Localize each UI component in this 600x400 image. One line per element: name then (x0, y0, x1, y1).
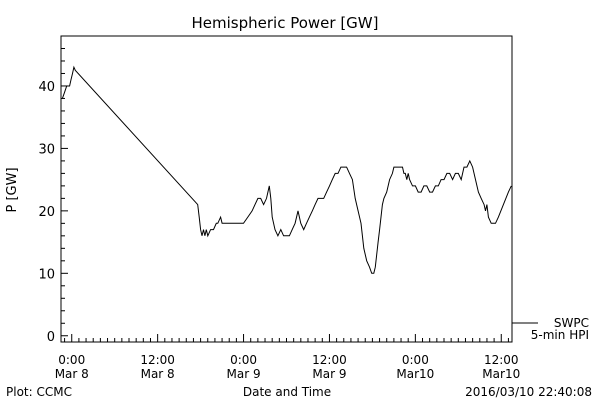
x-tick-label-time: 0:00 (58, 353, 85, 367)
x-axis-label: Date and Time (243, 385, 331, 399)
x-tick-label-time: 0:00 (402, 353, 429, 367)
x-tick-label-date: Mar10 (482, 367, 520, 381)
chart-title: Hemispheric Power [GW] (192, 14, 379, 32)
legend: SWPC 5-min HPI (512, 316, 589, 342)
y-tick-label: 40 (38, 80, 55, 95)
y-axis-label: P [GW] (5, 167, 20, 212)
y-tick-label: 0 (47, 330, 55, 345)
footer-credit: Plot: CCMC (6, 385, 72, 399)
x-tick-label-date: Mar10 (396, 367, 434, 381)
x-tick-label-date: Mar 8 (55, 367, 89, 381)
legend-series-subtitle: 5-min HPI (531, 328, 589, 342)
x-tick-label-time: 12:00 (484, 353, 519, 367)
x-tick-label-time: 12:00 (312, 353, 347, 367)
x-tick-label-time: 0:00 (230, 353, 257, 367)
y-tick-label: 20 (38, 205, 55, 220)
y-tick-label: 10 (38, 267, 55, 282)
x-tick-label-date: Mar 9 (312, 367, 346, 381)
y-tick-label: 30 (38, 142, 55, 157)
footer-timestamp: 2016/03/10 22:40:08 (465, 385, 592, 399)
x-tick-label-date: Mar 9 (227, 367, 261, 381)
series-line (61, 65, 512, 274)
x-tick-label-time: 12:00 (140, 353, 175, 367)
x-tick-label-date: Mar 8 (141, 367, 175, 381)
legend-series-name: SWPC (554, 316, 589, 330)
plot-frame (60, 35, 513, 343)
y-axis: 0 10 20 30 40 (38, 47, 68, 345)
